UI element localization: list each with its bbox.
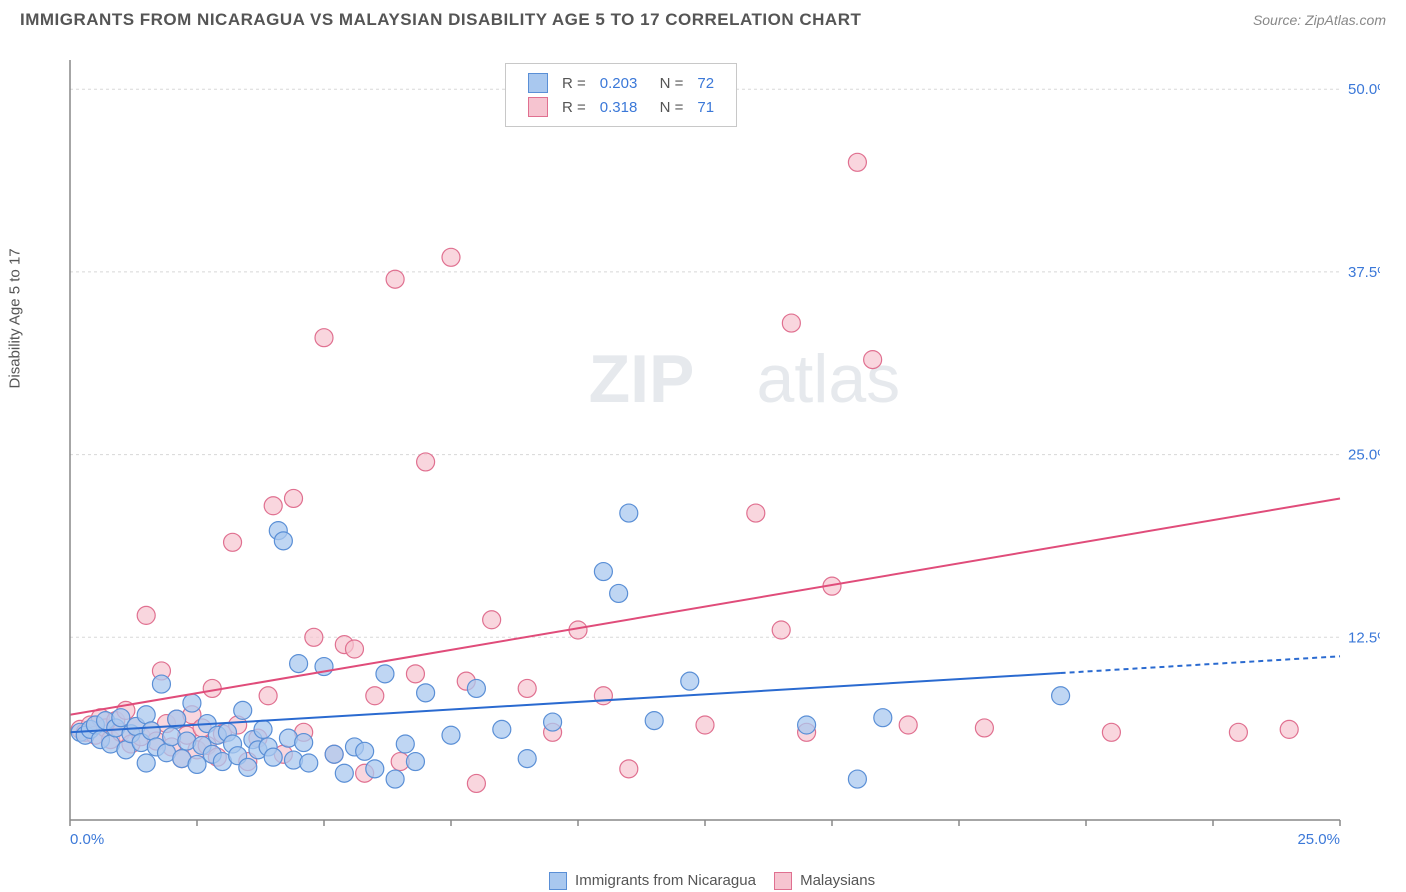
svg-text:25.0%: 25.0%	[1297, 831, 1340, 848]
correlation-chart: Disability Age 5 to 17 12.5%25.0%37.5%50…	[50, 50, 1380, 850]
svg-text:12.5%: 12.5%	[1348, 629, 1380, 646]
series-legend: Immigrants from Nicaragua Malaysians	[0, 872, 1406, 890]
legend-label: Malaysians	[796, 872, 875, 889]
stats-legend: R =0.203 N =72R =0.318 N =71	[505, 63, 737, 127]
chart-svg: 12.5%25.0%37.5%50.0%ZIPatlas0.0%25.0%	[50, 50, 1380, 850]
svg-text:ZIP: ZIP	[589, 341, 695, 417]
svg-text:25.0%: 25.0%	[1348, 447, 1380, 464]
y-axis-label: Disability Age 5 to 17	[7, 248, 24, 388]
svg-text:50.0%: 50.0%	[1348, 81, 1380, 98]
svg-text:37.5%: 37.5%	[1348, 264, 1380, 281]
source-label: Source: ZipAtlas.com	[1253, 12, 1386, 28]
legend-label: Immigrants from Nicaragua	[571, 872, 756, 889]
chart-title: IMMIGRANTS FROM NICARAGUA VS MALAYSIAN D…	[20, 10, 861, 30]
svg-text:0.0%: 0.0%	[70, 831, 104, 848]
chart-header: IMMIGRANTS FROM NICARAGUA VS MALAYSIAN D…	[0, 0, 1406, 30]
